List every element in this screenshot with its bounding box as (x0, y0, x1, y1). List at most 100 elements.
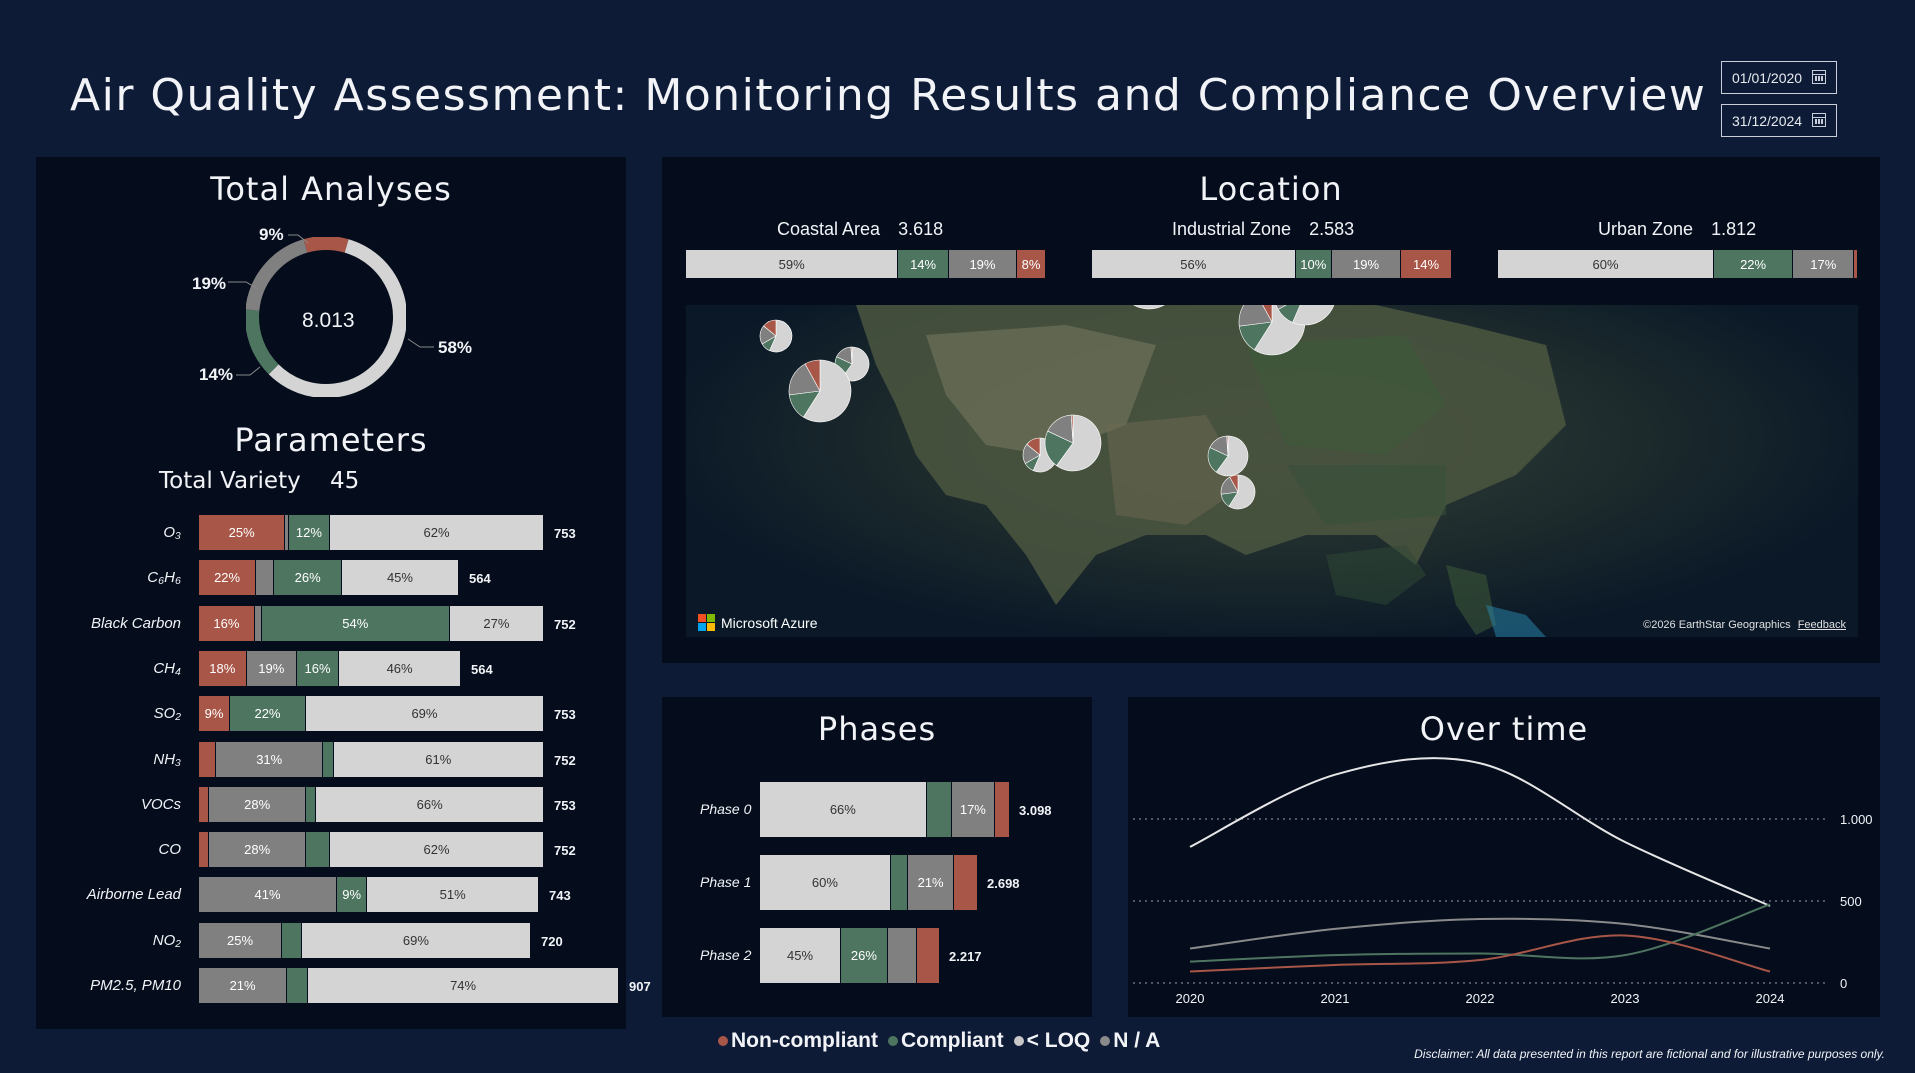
legend-item[interactable]: Non-compliant (718, 1029, 878, 1053)
bar-segment-noncompliant[interactable]: 16% (199, 605, 255, 641)
map-pie-slice-noncompliant[interactable] (1229, 474, 1239, 493)
bar-segment-na[interactable]: 62% (330, 832, 544, 868)
map-pie-slice-na[interactable] (1215, 435, 1249, 477)
bar-segment-na[interactable]: 46% (339, 650, 461, 686)
bar-segment-na[interactable]: 45% (760, 928, 841, 983)
bar-segment-na[interactable]: 60% (760, 855, 891, 910)
parameter-bar[interactable]: 28% 66% (199, 786, 544, 822)
map-pie-marker[interactable] (1118, 305, 1180, 310)
bar-segment-loq[interactable] (256, 560, 275, 596)
bar-segment-na[interactable]: 59% (686, 250, 899, 278)
map-pie-slice-noncompliant[interactable] (850, 346, 853, 365)
bar-segment-loq[interactable]: 28% (209, 786, 306, 822)
bar-segment-loq[interactable]: 28% (209, 832, 306, 868)
map-pie-marker[interactable] (788, 359, 852, 423)
map-pie-slice-na[interactable] (769, 319, 793, 353)
bar-segment-noncompliant[interactable] (199, 741, 217, 777)
parameter-bar[interactable]: 41% 9% 51% (199, 877, 539, 913)
donut-slice-noncompliant[interactable] (303, 237, 349, 253)
legend-item[interactable]: Compliant (888, 1029, 1004, 1053)
location-zone-bar[interactable]: 56% 10% 19% 14% (1092, 250, 1452, 278)
bar-segment-compliant[interactable]: 14% (898, 250, 949, 278)
map-pie-slice-loq[interactable] (1274, 305, 1305, 310)
map-pie-slice-na[interactable] (1056, 414, 1102, 472)
parameter-row[interactable]: C₆H₆ 22% 26% 45% 564 (36, 560, 636, 596)
bar-segment-na[interactable]: 45% (341, 560, 459, 596)
bar-segment-noncompliant[interactable]: 22% (199, 560, 257, 596)
map-feedback-link[interactable]: Feedback (1797, 619, 1846, 631)
map-pie-marker[interactable] (1220, 474, 1256, 510)
parameter-bar[interactable]: 16% 54% 27% (199, 605, 544, 641)
map-pie-slice-noncompliant[interactable] (1256, 305, 1273, 323)
bar-segment-compliant[interactable] (890, 855, 909, 910)
parameter-row[interactable]: NO₂ 25% 69% 720 (36, 922, 636, 958)
bar-segment-loq[interactable] (254, 605, 262, 641)
parameter-bar[interactable]: 28% 62% (199, 832, 544, 868)
bar-segment-compliant[interactable] (926, 782, 952, 837)
bar-segment-noncompliant[interactable]: 8% (1017, 250, 1046, 278)
map-pie-marker[interactable] (834, 346, 870, 382)
bar-segment-compliant[interactable] (282, 922, 302, 958)
bar-segment-noncompliant[interactable] (994, 782, 1010, 837)
phase-bar[interactable]: 66% 17% (760, 782, 1010, 837)
bar-segment-na[interactable]: 66% (760, 782, 927, 837)
bar-segment-na[interactable]: 27% (449, 605, 544, 641)
parameter-row[interactable]: CH₄ 18% 19% 16% 46% 564 (36, 650, 636, 686)
bar-segment-na[interactable]: 61% (333, 741, 544, 777)
parameter-row[interactable]: NH₃ 31% 61% 752 (36, 741, 636, 777)
parameter-bar[interactable]: 25% 69% (199, 922, 531, 958)
parameter-bar[interactable]: 31% 61% (199, 741, 544, 777)
donut-slice-na[interactable] (268, 239, 406, 397)
bar-segment-noncompliant[interactable] (199, 832, 210, 868)
parameter-row[interactable]: PM2.5, PM10 21% 74% 907 (36, 968, 651, 1003)
parameter-row[interactable]: Black Carbon 16% 54% 27% 752 (36, 605, 636, 641)
line-series-n-a[interactable] (1189, 757, 1771, 907)
bar-segment-na[interactable]: 74% (308, 968, 619, 1003)
bar-segment-na[interactable]: 51% (367, 877, 539, 913)
bar-segment-noncompliant[interactable] (1854, 250, 1858, 278)
phase-bar[interactable]: 45% 26% (760, 928, 940, 983)
bar-segment-loq[interactable]: 19% (948, 250, 1018, 278)
bar-segment-compliant[interactable] (287, 968, 309, 1003)
bar-segment-compliant[interactable] (305, 832, 331, 868)
bar-segment-noncompliant[interactable] (916, 928, 940, 983)
bar-segment-compliant[interactable]: 9% (337, 877, 368, 913)
bar-segment-noncompliant[interactable] (954, 855, 978, 910)
parameter-row[interactable]: SO₂ 9% 22% 69% 753 (36, 696, 636, 732)
bar-segment-loq[interactable] (887, 928, 917, 983)
bar-segment-na[interactable]: 56% (1092, 250, 1296, 278)
line-series-compliant[interactable] (1189, 903, 1771, 963)
bar-segment-na[interactable]: 69% (301, 922, 531, 958)
bar-segment-compliant[interactable]: 22% (1714, 250, 1794, 278)
map-pie-slice-noncompliant[interactable] (1226, 435, 1229, 457)
bar-segment-loq[interactable]: 19% (1331, 250, 1402, 278)
location-zone-bar[interactable]: 60% 22% 17% (1498, 250, 1858, 278)
bar-segment-loq[interactable]: 21% (199, 968, 288, 1003)
location-map[interactable]: Microsoft Azure ©2026 EarthStar Geograph… (686, 305, 1858, 637)
map-pie-marker[interactable] (1207, 435, 1249, 477)
parameter-row[interactable]: O₃ 25% 12% 62% 753 (36, 515, 636, 550)
bar-segment-compliant[interactable]: 54% (261, 605, 450, 641)
bar-segment-noncompliant[interactable]: 9% (199, 696, 231, 732)
line-series-non-compliant[interactable] (1189, 934, 1771, 973)
map-pie-markers[interactable] (686, 305, 1858, 637)
bar-segment-na[interactable]: 62% (330, 515, 544, 550)
bar-segment-loq[interactable]: 25% (199, 922, 282, 958)
bar-segment-compliant[interactable]: 10% (1295, 250, 1332, 278)
line-series-loq[interactable] (1189, 917, 1771, 950)
bar-segment-compliant[interactable] (323, 741, 334, 777)
bar-segment-loq[interactable]: 21% (908, 855, 954, 910)
map-pie-marker[interactable] (759, 319, 793, 353)
phase-bar[interactable]: 60% 21% (760, 855, 978, 910)
bar-segment-noncompliant[interactable]: 25% (199, 515, 286, 550)
bar-segment-loq[interactable]: 19% (246, 650, 297, 686)
map-pie-marker[interactable] (1274, 305, 1336, 326)
donut-slice-compliant[interactable] (246, 309, 279, 375)
legend-item[interactable]: N / A (1100, 1029, 1160, 1053)
bar-segment-noncompliant[interactable]: 14% (1401, 250, 1452, 278)
bar-segment-compliant[interactable]: 16% (296, 650, 340, 686)
donut-slice-loq[interactable] (246, 239, 308, 311)
bar-segment-compliant[interactable] (305, 786, 317, 822)
calendar-icon[interactable] (1812, 113, 1826, 127)
map-pie-slice-noncompliant[interactable] (804, 359, 821, 392)
